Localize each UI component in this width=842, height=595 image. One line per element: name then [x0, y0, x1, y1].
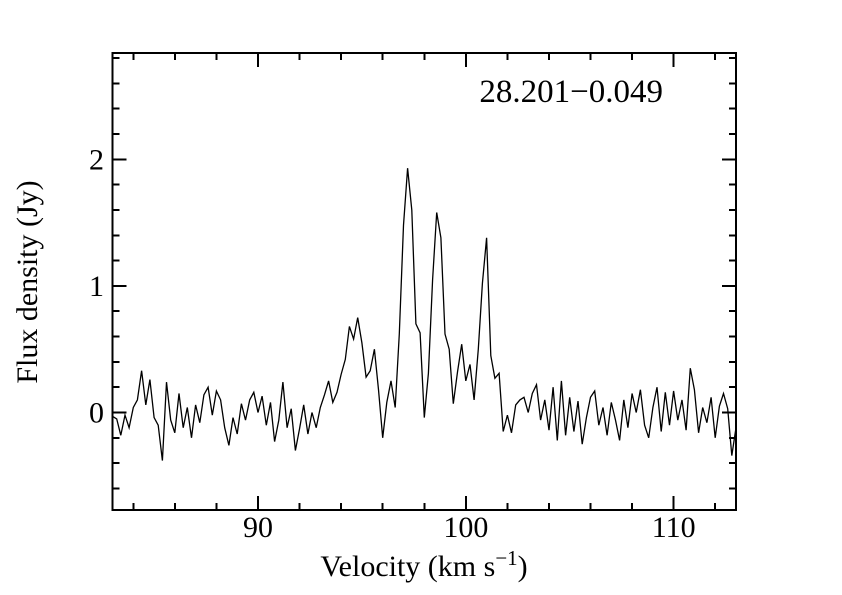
- y-tick-label: 2: [89, 143, 104, 176]
- source-name-label: 28.201−0.049: [479, 74, 663, 110]
- y-axis-title: Flux density (Jy): [11, 180, 44, 383]
- y-tick-label: 1: [89, 270, 104, 303]
- x-tick-label: 100: [443, 511, 488, 544]
- x-axis-title-text: Velocity (km s: [320, 550, 495, 583]
- x-axis-title-superscript: −1: [495, 546, 517, 570]
- x-tick-label: 90: [243, 511, 273, 544]
- y-tick-label: 0: [89, 397, 104, 430]
- x-axis-title-close: ): [518, 550, 528, 583]
- axis-tick-labels: 90 100 110 0 1 2: [89, 143, 696, 544]
- axis-ticks: [112, 53, 736, 510]
- spectrum-line: [112, 168, 737, 461]
- x-axis-title: Velocity (km s−1): [320, 546, 527, 583]
- plot-frame: [111, 52, 737, 511]
- x-tick-label: 110: [652, 511, 696, 544]
